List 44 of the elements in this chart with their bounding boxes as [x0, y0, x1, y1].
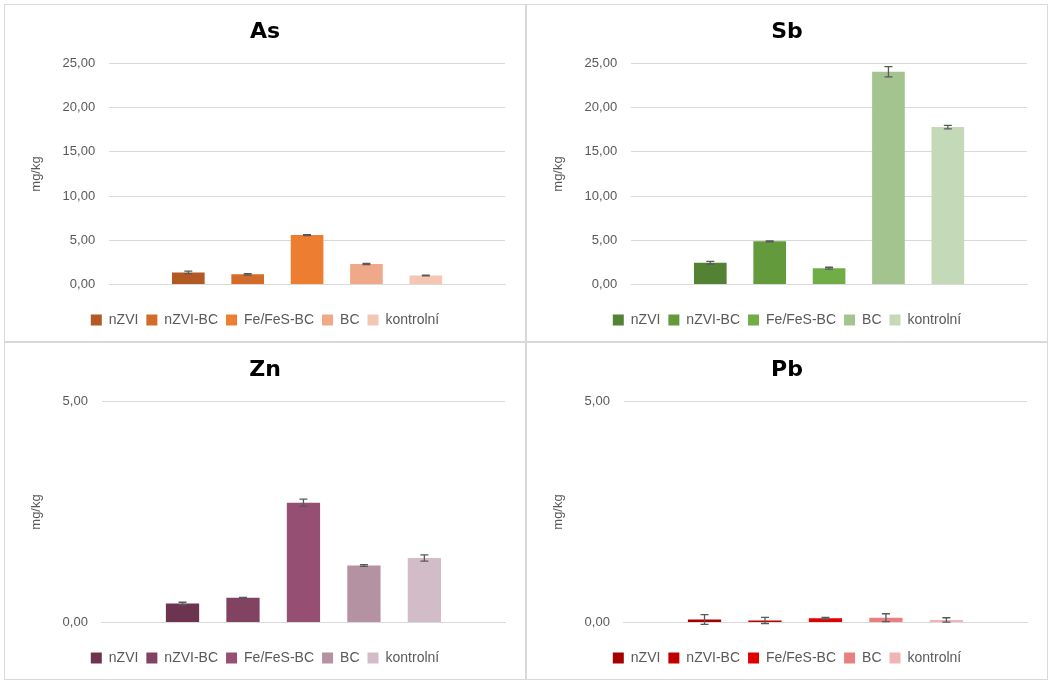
- y-tick-label: 0,00: [591, 276, 618, 292]
- legend-label: BC: [862, 648, 882, 665]
- legend-label: kontrolní: [907, 648, 962, 665]
- y-axis-title: mg/kg: [550, 156, 566, 192]
- y-tick-label: 15,00: [62, 143, 96, 159]
- legend-label: BC: [862, 310, 882, 327]
- y-tick-label: 25,00: [62, 54, 96, 70]
- chart-title: Zn: [249, 355, 281, 381]
- legend-label: nZVI: [630, 648, 661, 665]
- y-tick-label: 20,00: [62, 99, 96, 115]
- y-axis-title: mg/kg: [28, 156, 44, 192]
- legend-label: nZVI-BC: [164, 310, 219, 327]
- y-tick-label: 0,00: [69, 276, 96, 292]
- chart-title: Sb: [771, 17, 803, 43]
- y-tick-label: 10,00: [584, 187, 618, 203]
- chart-title: As: [249, 17, 281, 43]
- legend-label: BC: [340, 310, 360, 327]
- y-tick-label: 15,00: [584, 143, 618, 159]
- legend-label: kontrolní: [385, 310, 440, 327]
- chart-title: Pb: [771, 355, 803, 381]
- legend-label: Fe/FeS-BC: [766, 310, 837, 327]
- legend-label: nZVI-BC: [164, 648, 219, 665]
- legend-label: kontrolní: [385, 648, 440, 665]
- y-tick-label: 0,00: [584, 614, 610, 630]
- legend-label: kontrolní: [907, 310, 962, 327]
- legend-label: nZVI: [108, 310, 139, 327]
- legend-label: nZVI: [630, 310, 661, 327]
- legend-label: nZVI: [108, 648, 139, 665]
- y-tick-label: 5,00: [62, 392, 88, 408]
- y-tick-label: 5,00: [591, 231, 618, 247]
- legend-label: BC: [340, 648, 360, 665]
- legend-label: Fe/FeS-BC: [244, 648, 315, 665]
- legend-label: nZVI-BC: [686, 310, 741, 327]
- legend-label: nZVI-BC: [686, 648, 741, 665]
- y-axis-title: mg/kg: [550, 494, 566, 530]
- legend-label: Fe/FeS-BC: [766, 648, 837, 665]
- y-tick-label: 5,00: [69, 231, 96, 247]
- y-tick-label: 25,00: [584, 54, 618, 70]
- y-tick-label: 0,00: [62, 614, 88, 630]
- y-tick-label: 20,00: [584, 99, 618, 115]
- y-axis-title: mg/kg: [28, 494, 44, 530]
- y-tick-label: 10,00: [62, 187, 96, 203]
- y-tick-label: 5,00: [584, 392, 610, 408]
- legend-label: Fe/FeS-BC: [244, 310, 315, 327]
